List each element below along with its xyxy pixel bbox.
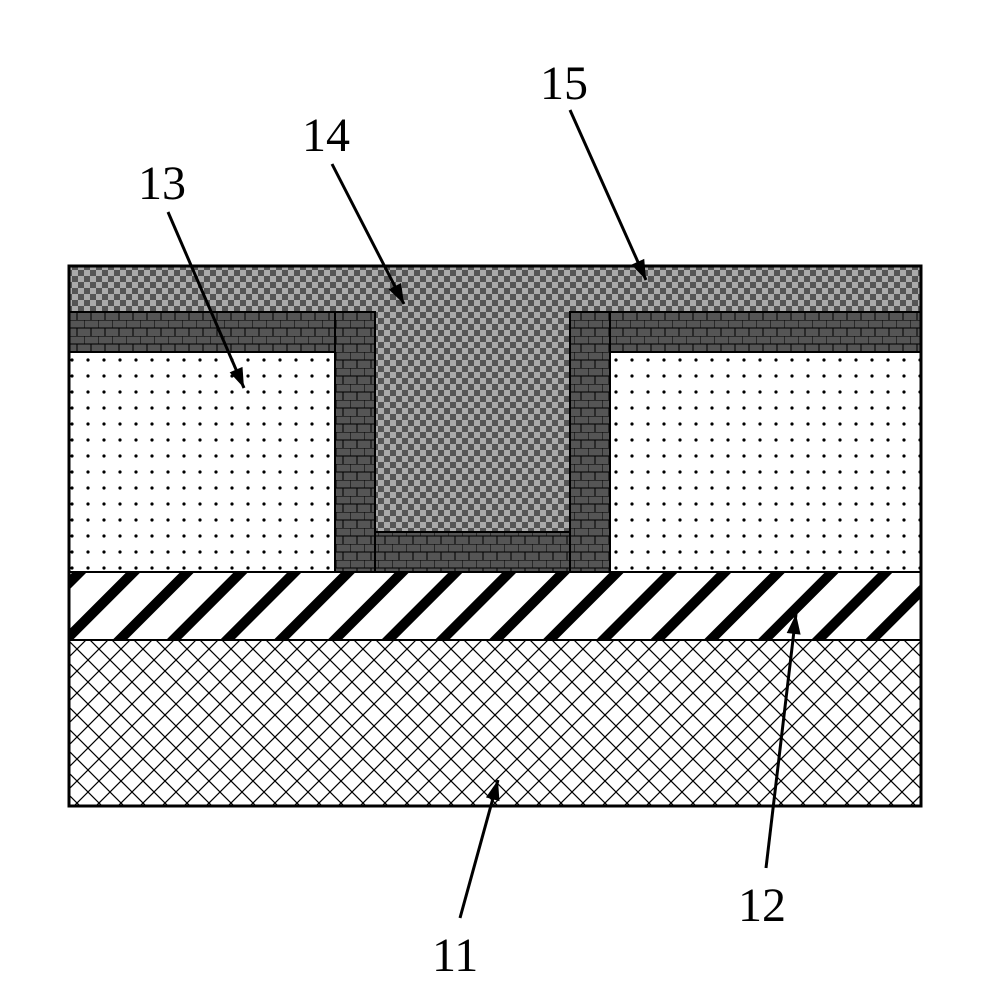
layer-13-left [69, 352, 335, 572]
callout-label-12: 12 [738, 878, 786, 933]
diagram-svg [0, 0, 991, 994]
callout-label-15: 15 [540, 56, 588, 111]
layer-11 [69, 640, 921, 806]
callout-label-11: 11 [432, 928, 478, 983]
layer-13-right [610, 352, 921, 572]
layer-14-top-right [570, 312, 921, 352]
layer-14-left-wall [335, 312, 375, 572]
layer-14-top-left [69, 312, 375, 352]
callout-arrow [570, 110, 646, 280]
diagram-canvas: 15 14 13 11 12 [0, 0, 991, 994]
callout-label-14: 14 [302, 108, 350, 163]
layer-14-right-wall [570, 312, 610, 572]
callout-label-13: 13 [138, 156, 186, 211]
layer-14-bottom [375, 532, 570, 572]
